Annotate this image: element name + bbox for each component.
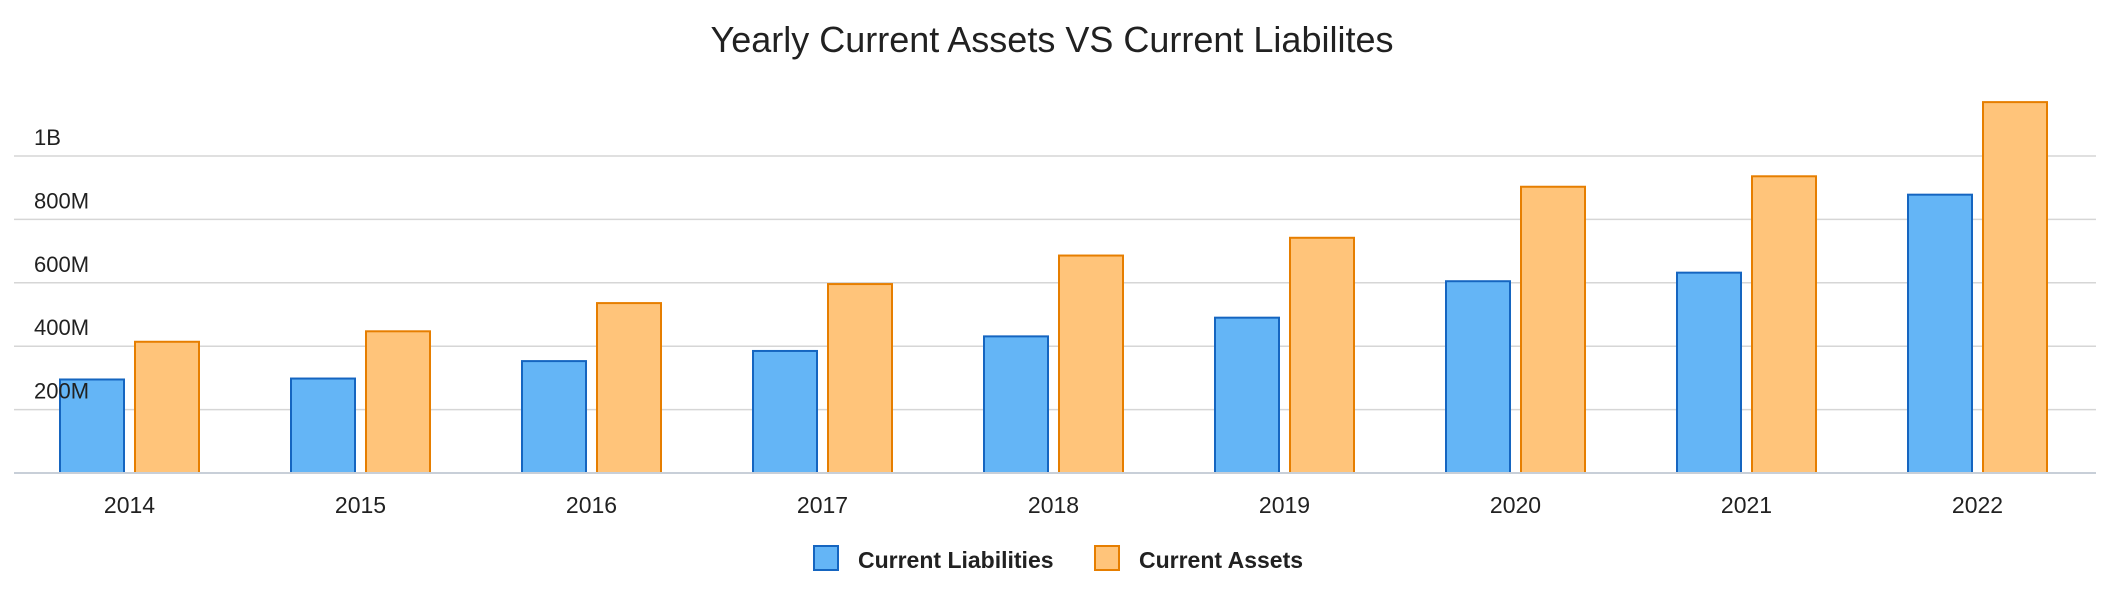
- bar-current-assets[interactable]: [1751, 175, 1817, 474]
- legend-swatch[interactable]: [1094, 545, 1120, 571]
- x-tick-label: 2018: [1028, 492, 1079, 518]
- y-axis-ticks: 200M 400M 600M 800M 1B: [34, 125, 89, 404]
- x-axis-ticks: 2014 2015 2016 2017 2018 2019 2020 2021 2022: [104, 492, 2003, 518]
- x-tick-label: 2019: [1259, 492, 1310, 518]
- legend-label[interactable]: Current Liabilities: [858, 547, 1054, 573]
- x-tick-label: 2014: [104, 492, 155, 518]
- bar-current-assets[interactable]: [596, 302, 662, 475]
- bar-current-liabilities[interactable]: [1676, 271, 1742, 474]
- bar-current-liabilities[interactable]: [521, 360, 587, 474]
- bar-current-assets[interactable]: [827, 283, 893, 474]
- y-tick-label: 800M: [34, 188, 89, 213]
- bar-current-liabilities[interactable]: [59, 378, 125, 474]
- bars: [59, 101, 2048, 475]
- y-tick-label: 400M: [34, 315, 89, 340]
- legend-label[interactable]: Current Assets: [1139, 547, 1303, 573]
- x-tick-label: 2016: [566, 492, 617, 518]
- legend: Current Liabilities Current Assets: [813, 545, 1303, 573]
- bar-current-assets[interactable]: [134, 340, 200, 474]
- bar-current-liabilities[interactable]: [1907, 193, 1973, 474]
- bar-current-liabilities[interactable]: [290, 377, 356, 474]
- bar-current-assets[interactable]: [1982, 101, 2048, 475]
- x-tick-label: 2020: [1490, 492, 1541, 518]
- x-tick-label: 2022: [1952, 492, 2003, 518]
- y-tick-label: 200M: [34, 379, 89, 404]
- bar-current-assets[interactable]: [365, 330, 431, 474]
- x-tick-label: 2017: [797, 492, 848, 518]
- gridlines: [14, 155, 2096, 411]
- x-tick-label: 2021: [1721, 492, 1772, 518]
- x-tick-label: 2015: [335, 492, 386, 518]
- bar-current-assets[interactable]: [1058, 254, 1124, 474]
- bar-current-assets[interactable]: [1289, 236, 1355, 474]
- bar-current-assets[interactable]: [1520, 185, 1586, 474]
- bar-current-liabilities[interactable]: [1214, 316, 1280, 475]
- y-tick-label: 600M: [34, 252, 89, 277]
- bar-current-liabilities[interactable]: [752, 349, 818, 474]
- bar-current-liabilities[interactable]: [983, 335, 1049, 474]
- legend-swatch[interactable]: [813, 545, 839, 571]
- bar-current-liabilities[interactable]: [1445, 280, 1511, 474]
- chart-title: Yearly Current Assets VS Current Liabili…: [711, 19, 1394, 60]
- y-tick-label: 1B: [34, 125, 61, 150]
